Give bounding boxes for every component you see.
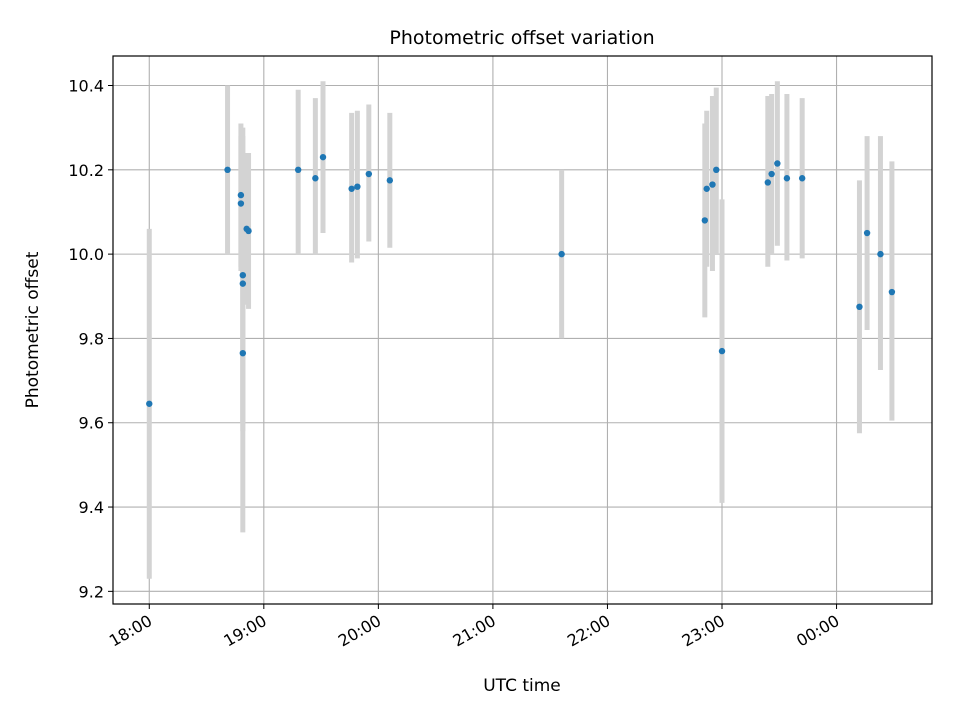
data-point [294, 166, 302, 174]
data-point [224, 166, 231, 174]
data-point [245, 227, 252, 235]
data-point [386, 177, 394, 184]
data-point [863, 229, 871, 237]
data-point [713, 166, 720, 174]
data-point [718, 347, 726, 355]
data-point [146, 400, 153, 407]
data-point [237, 200, 245, 207]
y-axis-title: Photometric offset [23, 251, 43, 408]
data-point [709, 181, 716, 188]
data-point [237, 191, 245, 199]
x-tick-label: 21:00 [449, 611, 498, 651]
data-point [768, 170, 775, 178]
data-points [146, 153, 896, 407]
data-point [312, 175, 319, 182]
data-point [239, 272, 247, 279]
data-point [701, 217, 709, 224]
x-axis-ticks: 18:00 19:00 20:00 21:00 22:00 23:00 00:00 [106, 604, 843, 651]
plot-area-frame [112, 55, 933, 605]
data-point [365, 170, 373, 178]
x-axis-title: UTC time [483, 676, 561, 696]
y-axis-ticks: 9.2 9.4 9.6 9.8 10.0 10.2 10.4 [68, 77, 113, 601]
data-point [798, 175, 806, 182]
data-point [764, 179, 772, 186]
data-point [888, 288, 896, 296]
data-point [877, 250, 884, 258]
data-point [319, 153, 327, 161]
data-point [239, 349, 247, 357]
y-tick-label: 9.8 [79, 329, 104, 348]
data-point [354, 183, 361, 190]
x-tick-label: 18:00 [106, 611, 155, 651]
grid [113, 56, 932, 604]
data-point [558, 250, 565, 258]
y-tick-label: 10.2 [68, 161, 104, 180]
x-tick-label: 19:00 [220, 611, 269, 651]
chart-title: Photometric offset variation [389, 27, 654, 49]
x-tick-label: 23:00 [679, 611, 728, 651]
y-tick-label: 9.6 [79, 414, 104, 433]
y-tick-label: 10.0 [68, 245, 104, 264]
data-point [774, 160, 781, 167]
data-point [783, 175, 791, 182]
x-tick-label: 00:00 [793, 611, 842, 651]
y-tick-label: 10.4 [68, 77, 104, 96]
data-point [856, 303, 863, 311]
error-bars [146, 81, 895, 579]
data-point [348, 185, 355, 192]
data-point [239, 280, 247, 287]
y-tick-label: 9.2 [79, 582, 104, 601]
y-tick-label: 9.4 [79, 498, 104, 517]
x-tick-label: 22:00 [564, 611, 613, 651]
x-tick-label: 20:00 [335, 611, 384, 651]
data-point [703, 185, 710, 192]
